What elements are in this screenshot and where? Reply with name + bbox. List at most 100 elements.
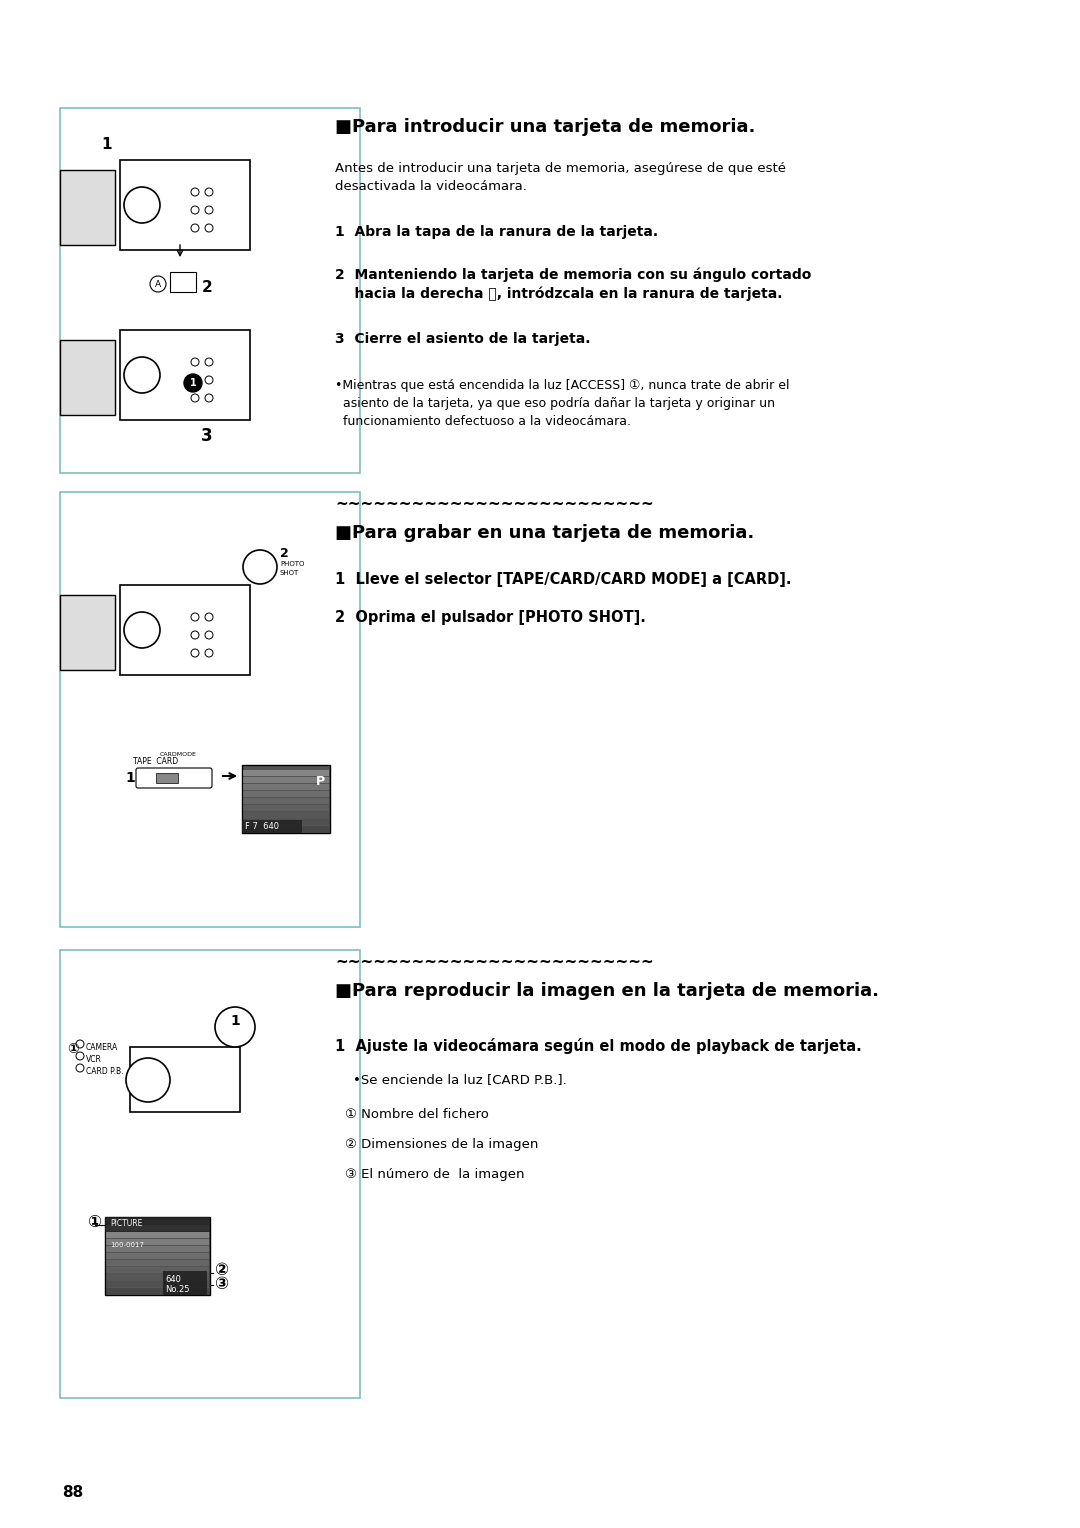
Bar (243, 819, 329, 825)
Circle shape (205, 358, 213, 367)
Bar (243, 805, 329, 811)
Text: 640: 640 (165, 1274, 180, 1284)
Text: 1  Ajuste la videocámara según el modo de playback de tarjeta.: 1 Ajuste la videocámara según el modo de… (335, 1038, 862, 1054)
Bar (60, 170, 114, 244)
Circle shape (191, 358, 199, 367)
Text: 1: 1 (102, 138, 112, 151)
Text: SHOT: SHOT (280, 570, 299, 576)
Circle shape (243, 550, 276, 584)
Bar (106, 1239, 210, 1245)
Circle shape (150, 277, 166, 292)
Circle shape (124, 613, 160, 648)
Circle shape (124, 186, 160, 223)
Bar (106, 1274, 210, 1280)
Text: Antes de introducir una tarjeta de memoria, asegúrese de que esté
desactivada la: Antes de introducir una tarjeta de memor… (335, 162, 786, 193)
Text: PICTURE: PICTURE (110, 1219, 143, 1229)
Circle shape (126, 1057, 170, 1102)
Text: 88: 88 (62, 1485, 83, 1500)
Text: 3  Cierre el asiento de la tarjeta.: 3 Cierre el asiento de la tarjeta. (335, 332, 591, 345)
Text: ■Para reproducir la imagen en la tarjeta de memoria.: ■Para reproducir la imagen en la tarjeta… (335, 983, 879, 999)
Text: 2: 2 (202, 280, 213, 295)
Bar (60, 492, 360, 927)
Text: F 7  640: F 7 640 (245, 822, 279, 831)
Text: PHOTO: PHOTO (280, 561, 305, 567)
Bar (120, 160, 249, 251)
Text: CAMERA: CAMERA (86, 1044, 118, 1053)
Bar (242, 766, 330, 833)
Bar (243, 778, 329, 782)
Text: No.25: No.25 (165, 1285, 189, 1294)
Text: CARDMODE: CARDMODE (160, 752, 197, 756)
Bar (163, 1271, 207, 1296)
Bar (243, 784, 329, 790)
Circle shape (205, 206, 213, 214)
Circle shape (191, 206, 199, 214)
Text: ③: ③ (214, 1274, 228, 1293)
Bar (60, 594, 114, 669)
Bar (243, 827, 329, 833)
Circle shape (205, 649, 213, 657)
FancyBboxPatch shape (136, 769, 212, 788)
Bar (170, 272, 195, 292)
Text: ②: ② (214, 1261, 228, 1279)
Bar (243, 811, 329, 817)
Circle shape (205, 225, 213, 232)
Bar (106, 1232, 210, 1238)
Circle shape (191, 188, 199, 196)
Bar (106, 1253, 210, 1259)
Circle shape (205, 376, 213, 384)
Text: 1: 1 (230, 1015, 240, 1028)
Circle shape (215, 1007, 255, 1047)
Circle shape (191, 376, 199, 384)
Text: ② Dimensiones de la imagen: ② Dimensiones de la imagen (345, 1138, 538, 1151)
Text: ■Para grabar en una tarjeta de memoria.: ■Para grabar en una tarjeta de memoria. (335, 524, 754, 542)
Circle shape (191, 649, 199, 657)
Bar (106, 1245, 210, 1251)
Circle shape (191, 225, 199, 232)
Text: 2  Oprima el pulsador [PHOTO SHOT].: 2 Oprima el pulsador [PHOTO SHOT]. (335, 610, 646, 625)
Bar (60, 108, 360, 474)
Circle shape (191, 394, 199, 402)
Text: ③ El número de  la imagen: ③ El número de la imagen (345, 1167, 525, 1181)
Bar (105, 1216, 210, 1296)
Bar (243, 792, 329, 798)
Text: 1  Lleve el selector [TAPE/CARD/CARD MODE] a [CARD].: 1 Lleve el selector [TAPE/CARD/CARD MODE… (335, 571, 792, 587)
Bar (106, 1225, 210, 1232)
Text: •Se enciende la luz [CARD P.B.].: •Se enciende la luz [CARD P.B.]. (353, 1073, 567, 1086)
Circle shape (76, 1041, 84, 1048)
Text: ①: ① (87, 1213, 102, 1232)
Circle shape (76, 1051, 84, 1060)
Bar (60, 950, 360, 1398)
Text: 1: 1 (125, 772, 135, 785)
Circle shape (191, 613, 199, 620)
Bar (242, 821, 302, 833)
Circle shape (76, 1063, 84, 1073)
Bar (130, 1047, 240, 1112)
Text: ~~~~~~~~~~~~~~~~~~~~~~~~~: ~~~~~~~~~~~~~~~~~~~~~~~~~ (335, 497, 653, 512)
Text: CARD P.B.: CARD P.B. (86, 1068, 123, 1077)
Bar (106, 1280, 210, 1287)
Bar (156, 773, 178, 782)
Bar (106, 1288, 210, 1294)
Text: 1: 1 (190, 377, 197, 388)
Text: ~~~~~~~~~~~~~~~~~~~~~~~~~: ~~~~~~~~~~~~~~~~~~~~~~~~~ (335, 955, 653, 970)
Text: VCR: VCR (86, 1056, 102, 1065)
Bar (120, 330, 249, 420)
Circle shape (191, 631, 199, 639)
Text: A: A (154, 280, 161, 289)
Bar (105, 1216, 210, 1232)
Circle shape (205, 631, 213, 639)
Bar (243, 770, 329, 776)
Bar (60, 341, 114, 416)
Text: 3: 3 (201, 426, 213, 445)
Text: TAPE  CARD: TAPE CARD (133, 756, 178, 766)
Text: ① Nombre del fichero: ① Nombre del fichero (345, 1108, 489, 1122)
Bar (106, 1261, 210, 1267)
Circle shape (205, 188, 213, 196)
Circle shape (205, 394, 213, 402)
Text: ①: ① (67, 1042, 79, 1056)
Text: 100-0017: 100-0017 (110, 1242, 144, 1248)
Bar (243, 798, 329, 804)
Circle shape (205, 613, 213, 620)
Text: 2  Manteniendo la tarjeta de memoria con su ángulo cortado
    hacia la derecha : 2 Manteniendo la tarjeta de memoria con … (335, 267, 811, 301)
